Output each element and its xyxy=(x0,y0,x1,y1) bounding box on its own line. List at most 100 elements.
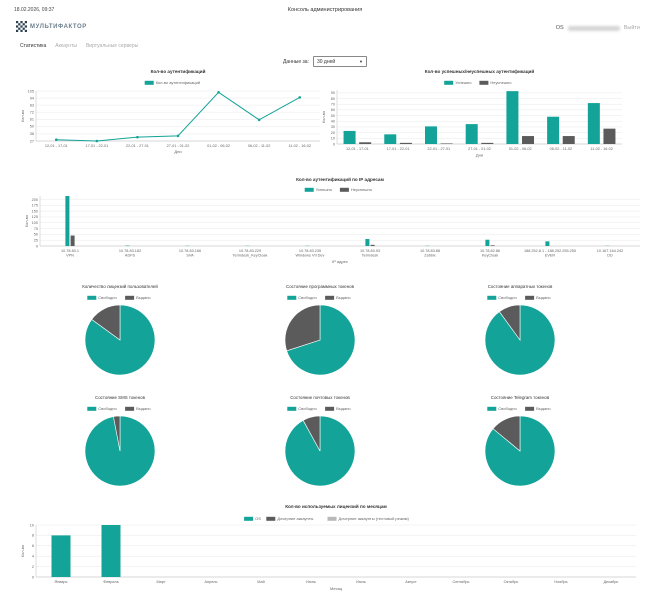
y-tick-label: 8 xyxy=(32,534,34,538)
data-point xyxy=(176,134,180,138)
tab-accounts[interactable]: Аккаунты xyxy=(55,43,77,49)
x-axis-title: Дни xyxy=(174,149,181,154)
bar xyxy=(65,196,70,246)
y-tick-label: 50 xyxy=(331,114,335,118)
logo[interactable]: МУЛЬТИФАКТОР xyxy=(16,21,87,32)
chart-title: Состояние программных токенов xyxy=(286,284,355,289)
x-tick-label: Ноябрь xyxy=(554,580,567,584)
x-tick-label: 10.78.83.229 xyxy=(239,249,261,253)
legend-label: Выдано xyxy=(536,295,551,300)
bar xyxy=(51,535,71,577)
legend-label: OS xyxy=(255,516,261,521)
chart-title: Кол-во аутентификаций xyxy=(151,68,206,74)
y-tick-label: 175 xyxy=(32,204,38,208)
legend-label: Неуспешно xyxy=(490,80,512,85)
y-tick-label: 100 xyxy=(32,221,38,225)
chart-legend: Свободно Выдано xyxy=(87,295,151,300)
tab-virtual-servers[interactable]: Виртуальные серверы xyxy=(85,43,139,49)
chart-legend: Свободно Выдано xyxy=(287,295,351,300)
x-tick-label: 06-02 - 11-02 xyxy=(550,147,573,151)
x-tick-label: Август xyxy=(405,580,417,584)
x-tick-label: 11-02 - 16-02 xyxy=(590,147,613,151)
x-tick-label: 12-01 - 17-01 xyxy=(346,147,369,151)
legend-label: Свободно xyxy=(498,406,517,411)
y-axis-title: Кол-во xyxy=(20,109,25,122)
user-prefix: OS xyxy=(555,25,564,31)
bar xyxy=(587,103,600,144)
logo-icon xyxy=(16,21,27,32)
y-tick-label: 61 xyxy=(30,118,34,122)
y-tick-label: 125 xyxy=(32,215,38,219)
x-tick-label: 27-01 - 01-02 xyxy=(167,144,190,148)
x-tick-label: SVA xyxy=(186,254,194,258)
bar xyxy=(343,130,356,144)
y-tick-label: 90 xyxy=(331,91,335,95)
x-tick-label: 10.78.83.88 xyxy=(420,249,440,253)
bar xyxy=(562,136,575,144)
pie-slice xyxy=(284,304,321,352)
x-tick-label: 01-02 - 06-02 xyxy=(509,147,532,151)
pie-slice xyxy=(286,304,356,376)
y-tick-label: 0 xyxy=(36,244,38,248)
bar xyxy=(485,239,490,246)
y-tick-label: 50 xyxy=(30,125,34,129)
period-select[interactable]: 30 дней ▼ xyxy=(312,56,367,67)
logout-link[interactable]: Выйти xyxy=(623,25,640,31)
legend-label: Выдано xyxy=(136,295,151,300)
data-point xyxy=(136,135,139,139)
chart-title: Кол-во аутентификаций по IP адресам xyxy=(296,176,384,182)
legend-swatch xyxy=(304,187,314,192)
x-axis-title: Месяц xyxy=(330,586,343,591)
x-tick-label: 10.78.83.235 xyxy=(299,249,321,253)
x-tick-label: 17-01 - 22-01 xyxy=(387,147,410,151)
y-tick-label: 0 xyxy=(333,142,335,146)
y-axis-title: Кол-во xyxy=(24,214,29,227)
y-tick-label: 50 xyxy=(34,233,38,237)
x-tick-label: 17-01 - 22-01 xyxy=(85,144,108,148)
legend-label: Свободно xyxy=(298,406,317,411)
x-tick-label: 22-01 - 27-01 xyxy=(126,144,149,148)
tab-statistics[interactable]: Статистика xyxy=(20,43,47,49)
x-tick-label: 01-02 - 06-02 xyxy=(207,144,230,148)
x-tick-label: 12-01 - 17-01 xyxy=(45,144,68,148)
bar xyxy=(481,142,494,144)
legend-swatch xyxy=(125,295,135,300)
pie-slice xyxy=(499,304,521,341)
user-email-redacted xyxy=(567,25,620,31)
data-point xyxy=(54,138,58,142)
bar xyxy=(384,134,397,144)
bar xyxy=(370,244,375,246)
logo-text: МУЛЬТИФАКТОР xyxy=(30,23,87,30)
legend-swatch xyxy=(487,406,497,411)
pie-slice xyxy=(302,415,321,452)
period-filter: Данные за: 30 дней ▼ xyxy=(0,56,650,67)
x-tick-label: Май xyxy=(257,580,264,584)
data-point xyxy=(217,90,220,94)
legend-swatch xyxy=(266,516,276,521)
chart-axes: 0 2 4 6 8 10 Кол-во xyxy=(20,523,636,579)
legend-swatch xyxy=(244,516,254,521)
x-tick-label: EVER xyxy=(545,254,556,258)
bar xyxy=(506,91,519,144)
y-tick-label: 70 xyxy=(331,103,335,107)
period-label: Данные за: xyxy=(283,58,309,65)
legend-swatch xyxy=(287,406,297,411)
bar xyxy=(547,116,560,144)
chart-legend: Свободно Выдано xyxy=(487,406,551,411)
x-tick-label: Сентябрь xyxy=(452,580,469,584)
pie-slice xyxy=(492,415,521,452)
legend-label: Неуспешно xyxy=(351,187,373,192)
y-tick-label: 72 xyxy=(30,110,34,114)
y-tick-label: 80 xyxy=(331,97,335,101)
x-tick-label: Март xyxy=(156,580,165,584)
y-tick-label: 30 xyxy=(331,125,335,129)
legend-swatch xyxy=(479,80,489,85)
legend-label: Дочерние аккаунты (тестовый режим) xyxy=(339,516,410,521)
legend-swatch xyxy=(525,295,535,300)
pie-slice xyxy=(113,415,121,452)
y-tick-label: 83 xyxy=(30,103,34,107)
x-axis-title: Дни xyxy=(476,153,483,158)
x-tick-label: 11-02 - 16-02 xyxy=(288,144,311,148)
chart-legend: Успешно Неуспешно xyxy=(444,80,512,85)
